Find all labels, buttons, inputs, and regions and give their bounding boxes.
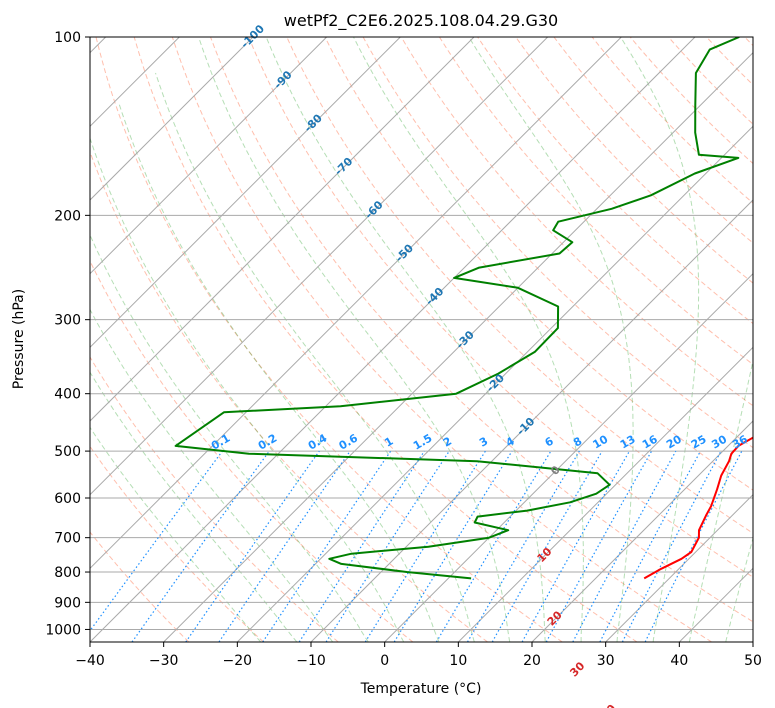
isotherm-line: [90, 37, 254, 201]
mixing-ratio-line: [218, 450, 351, 642]
background-grid: [90, 37, 753, 642]
isotherm-line: [605, 493, 753, 642]
dry-adiabat-line: [324, 37, 753, 491]
dewpoint-trace: [174, 37, 740, 580]
dry-adiabat-line: [133, 37, 638, 642]
mixing-ratio-line: [393, 450, 513, 642]
dry-adiabat-line: [90, 531, 190, 642]
isotherm-line: [90, 37, 475, 422]
moist-adiabat-line: [620, 37, 700, 642]
y-tick-label: 200: [54, 208, 81, 224]
dry-adiabat-line: [248, 37, 753, 578]
isotherm-line: [752, 641, 753, 642]
x-tick-label: 40: [670, 653, 688, 669]
isotherm-line: [90, 37, 401, 349]
dry-adiabat-line: [210, 37, 753, 623]
moist-adiabat-line: [688, 358, 753, 642]
mixing-ratio-line: [325, 450, 450, 642]
mixing-ratio-line: [521, 450, 631, 642]
dry-adiabat-line: [90, 445, 264, 642]
isotherm-line: [236, 125, 753, 642]
x-tick-label: −20: [223, 653, 253, 669]
dry-adiabat-line: [438, 37, 753, 366]
isotherm-line: [90, 37, 328, 275]
y-tick-label: 500: [54, 444, 81, 460]
dry-adiabat-line: [171, 37, 712, 642]
mixing-ratio-line: [298, 450, 425, 642]
isotherm-line: [310, 199, 753, 642]
y-tick-label: 800: [54, 565, 81, 581]
dry-adiabat-line: [515, 37, 753, 284]
y-tick-label: 1000: [45, 622, 81, 638]
mixing-ratio-line: [185, 450, 320, 642]
isotherm-line: [457, 346, 753, 642]
moist-adiabat-line: [353, 37, 584, 642]
plot-frame: [89, 36, 754, 643]
isotherm-line: [531, 420, 753, 642]
mixing-ratio-line: [131, 450, 270, 642]
y-tick-label: 900: [54, 595, 81, 611]
isotherm-line: [163, 51, 753, 642]
x-tick-label: −40: [75, 653, 105, 669]
sounding-series: [174, 37, 753, 580]
y-axis-ticks: 100 200 300 400 500 600 700 800 900 1000: [45, 30, 90, 638]
isotherm-line: [384, 272, 753, 642]
isotherm-line: [90, 37, 622, 570]
y-tick-label: 700: [54, 531, 81, 547]
x-tick-label: 30: [597, 653, 615, 669]
moist-adiabat-line: [90, 308, 334, 642]
x-tick-label: −30: [149, 653, 179, 669]
y-tick-label: 100: [54, 30, 81, 46]
y-tick-label: 400: [54, 387, 81, 403]
isotherm-line: [90, 37, 696, 642]
dry-adiabat-line: [95, 37, 563, 642]
x-tick-label: 20: [523, 653, 541, 669]
mixing-ratio-line: [262, 450, 392, 642]
mixing-ratio-line: [644, 450, 743, 642]
dry-adiabat-line: [400, 37, 753, 407]
moist-adiabat-line: [265, 37, 546, 642]
isotherm-label: 40: [599, 702, 619, 708]
dry-adiabat-line: [90, 150, 488, 642]
mixing-ratio-line: [545, 450, 653, 642]
moist-adiabat-line: [198, 37, 511, 642]
x-axis-ticks: −40 −30 −20 −10 0 10 20 30 40 50: [75, 642, 762, 669]
mixing-ratio-line: [572, 450, 677, 642]
moist-adiabat-line: [155, 72, 475, 642]
x-axis-label: Temperature (°C): [360, 681, 482, 697]
plot-background: [90, 37, 753, 642]
dry-adiabat-line: [90, 356, 339, 642]
x-tick-label: 50: [744, 653, 762, 669]
x-tick-label: −10: [296, 653, 326, 669]
temperature-trace: [643, 436, 753, 580]
isotherm-line: [90, 37, 549, 496]
mixing-ratio-line: [90, 450, 223, 632]
x-tick-label: 0: [380, 653, 389, 669]
y-tick-label: 600: [54, 491, 81, 507]
moist-adiabat-line: [118, 104, 440, 642]
moist-adiabat-line: [90, 426, 262, 642]
y-axis-label: Pressure (hPa): [11, 289, 27, 389]
isotherm-label: 30: [567, 659, 587, 679]
y-tick-label: 300: [54, 313, 81, 329]
chart-title: wetPf2_C2E6.2025.108.04.29.G30: [284, 11, 558, 31]
x-tick-label: 10: [449, 653, 467, 669]
moist-adiabat-line: [725, 536, 753, 642]
